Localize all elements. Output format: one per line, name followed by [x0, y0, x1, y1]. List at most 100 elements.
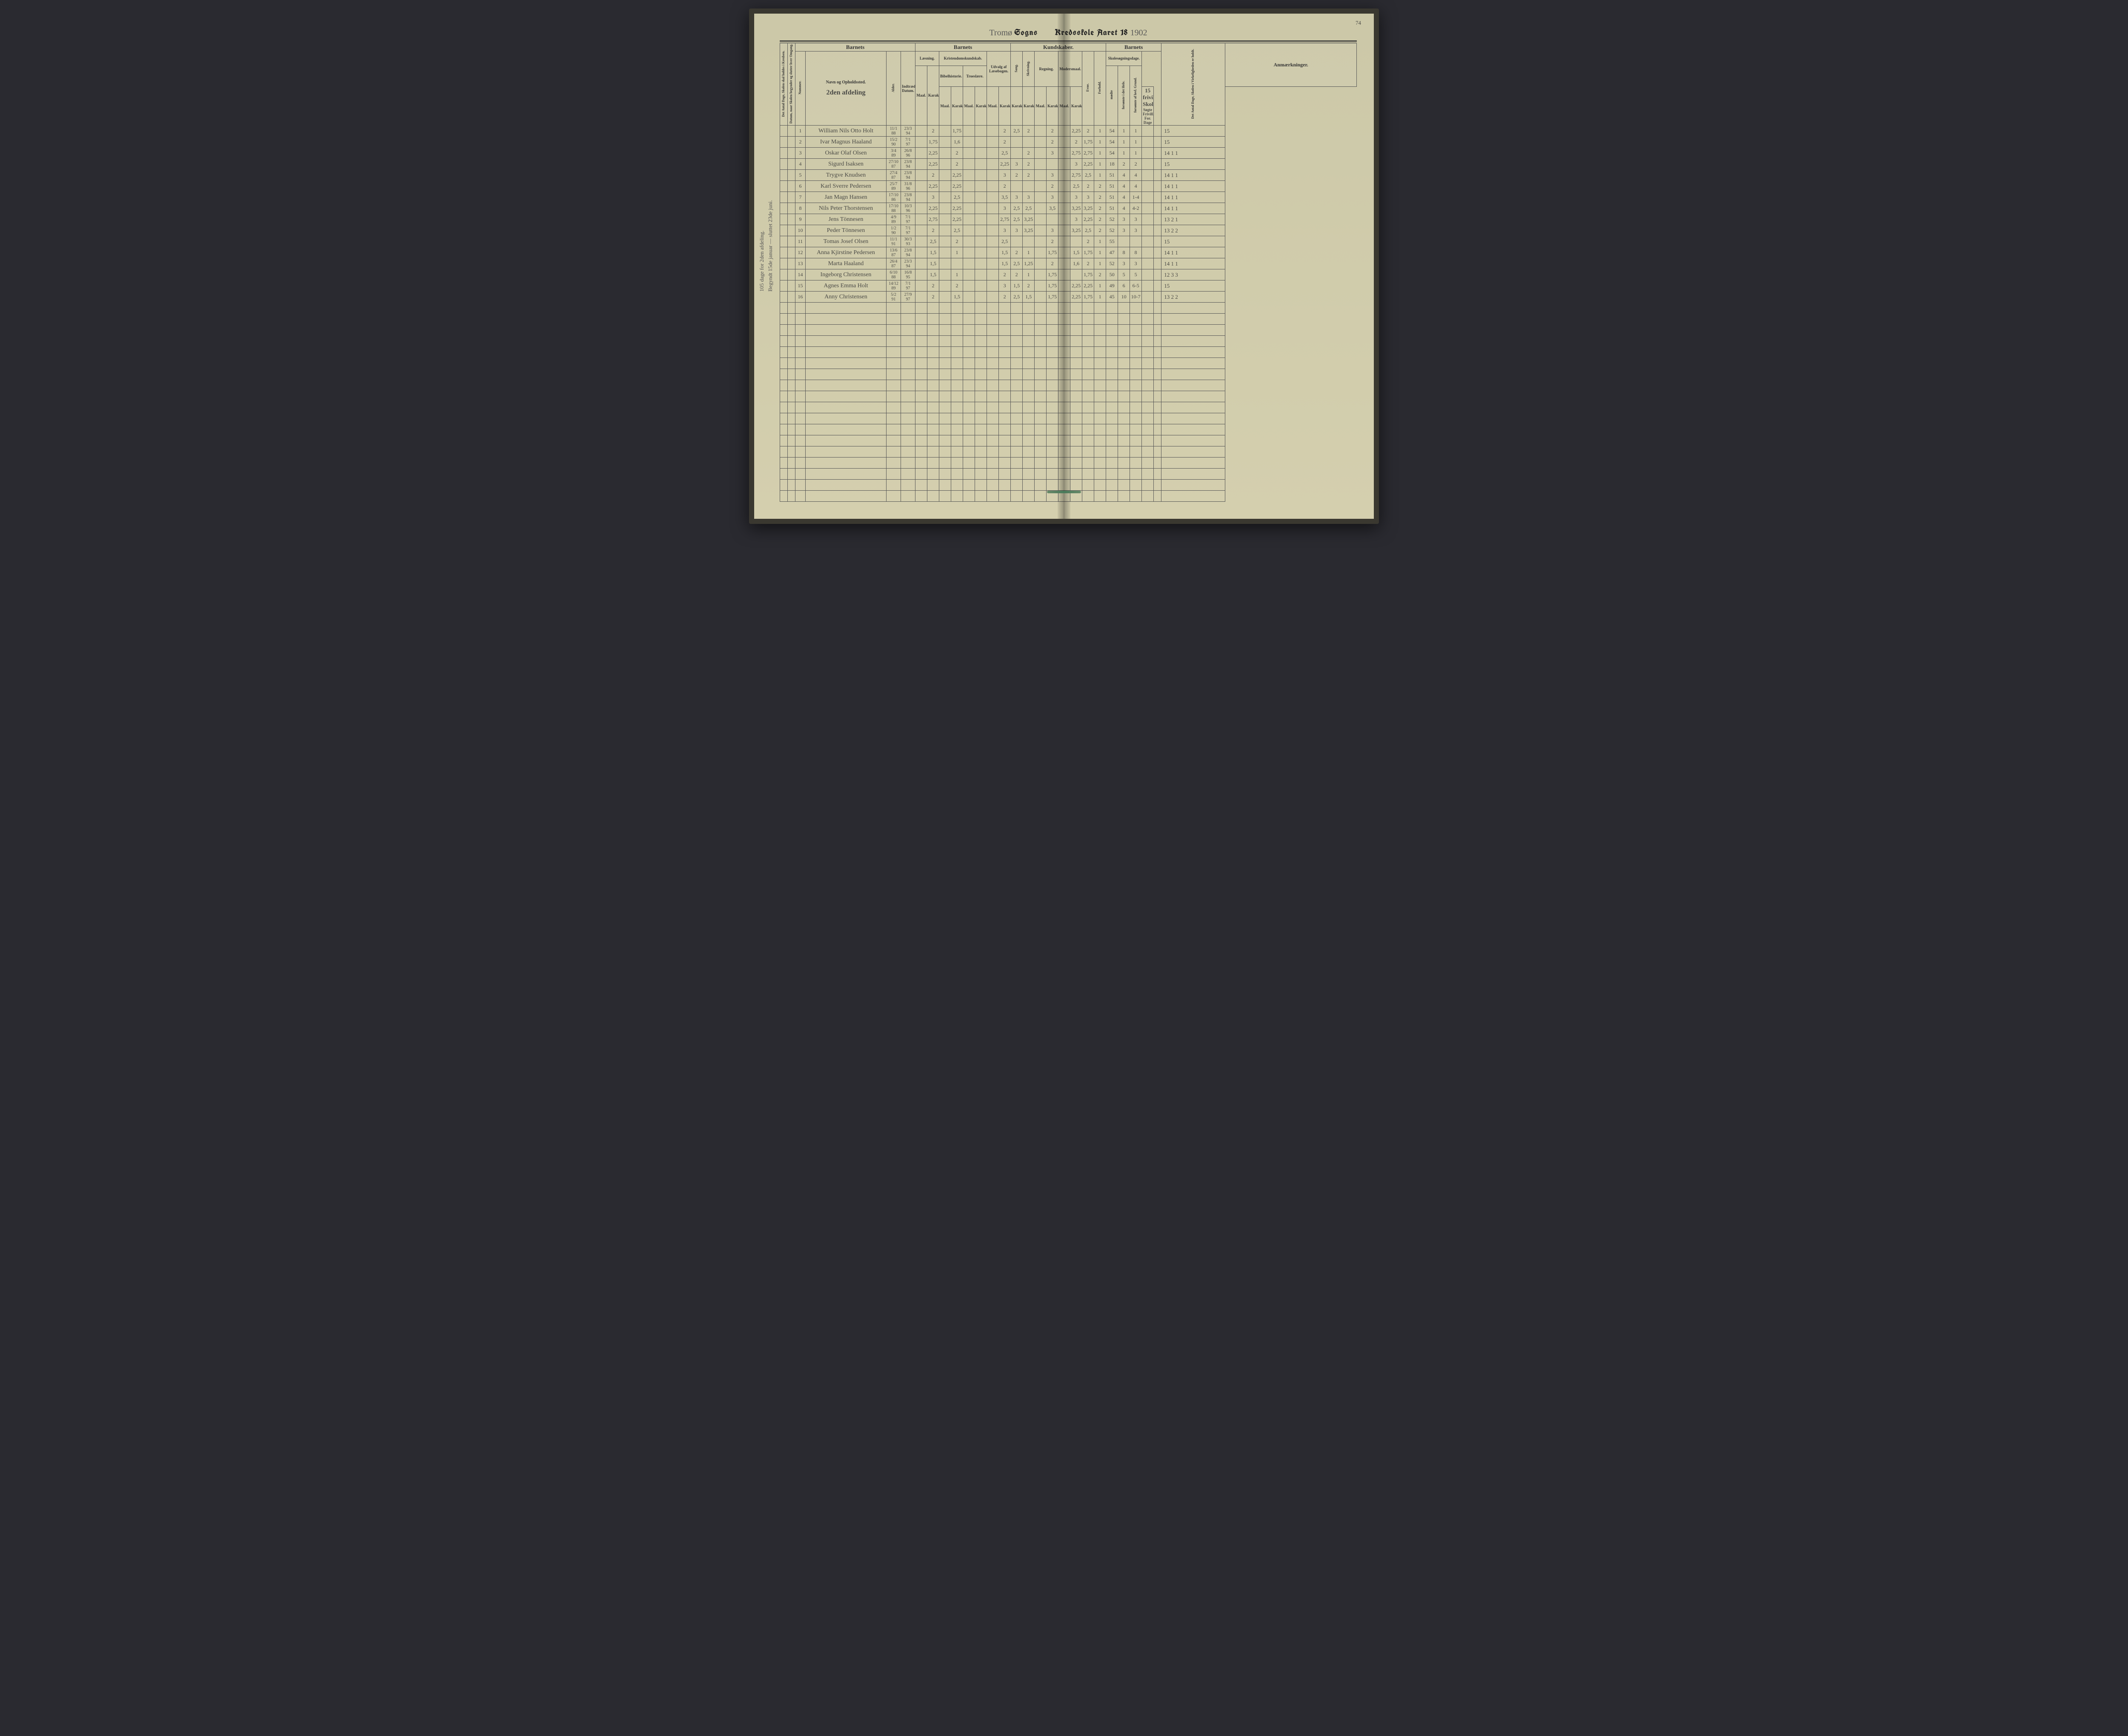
- empty-cell: [1094, 325, 1106, 336]
- grade-cell: 45: [1106, 292, 1118, 303]
- remarks-cell: 14 1 1: [1161, 203, 1225, 214]
- empty-cell: [1058, 314, 1070, 325]
- empty-cell: [1130, 413, 1142, 424]
- empty-cell: [915, 413, 927, 424]
- grade-cell: [975, 269, 987, 280]
- grade-cell: [939, 214, 951, 225]
- grade-cell: 1,5: [1070, 247, 1082, 258]
- grade-cell: [915, 214, 927, 225]
- empty-cell: [939, 391, 951, 402]
- grade-cell: [1142, 159, 1154, 170]
- grade-cell: 2,25: [927, 181, 939, 192]
- grade-cell: [1058, 247, 1070, 258]
- empty-cell: [901, 369, 915, 380]
- empty-cell: [1058, 480, 1070, 491]
- grade-cell: [1058, 269, 1070, 280]
- empty-cell: [1082, 369, 1094, 380]
- empty-cell: [1035, 380, 1047, 391]
- remarks-cell: 14 1 1: [1161, 181, 1225, 192]
- grade-cell: [1154, 214, 1161, 225]
- empty-cell: [1142, 435, 1154, 446]
- age-cell: 27/1087: [887, 159, 901, 170]
- remarks-cell: 15: [1161, 159, 1225, 170]
- grade-cell: [1035, 280, 1047, 292]
- empty-cell: [1142, 446, 1154, 458]
- empty-cell: [987, 424, 999, 435]
- grade-cell: [780, 203, 788, 214]
- empty-cell: [1035, 358, 1047, 369]
- empty-cell: [1058, 336, 1070, 347]
- col-antal-dage: Det Antal Dage, Skolen skal holdes i Kre…: [780, 43, 788, 126]
- grade-cell: [939, 258, 951, 269]
- grade-cell: [939, 292, 951, 303]
- empty-cell: [975, 491, 987, 502]
- title-sogns: Sogns: [1014, 26, 1038, 38]
- grade-cell: [1058, 292, 1070, 303]
- empty-cell: [1154, 336, 1161, 347]
- grade-cell: [1154, 225, 1161, 236]
- grade-cell: [975, 236, 987, 247]
- empty-cell: [887, 480, 901, 491]
- empty-cell: [788, 391, 795, 402]
- empty-cell: [887, 303, 901, 314]
- empty-cell: [795, 413, 806, 424]
- entry-date-cell: 7/197: [901, 137, 915, 148]
- grade-cell: [1035, 292, 1047, 303]
- grade-cell: [1142, 225, 1154, 236]
- empty-cell: [1058, 347, 1070, 358]
- grade-cell: 5: [1118, 269, 1130, 280]
- table-row-empty: [780, 325, 1357, 336]
- empty-cell: [1118, 424, 1130, 435]
- grade-cell: 3: [1011, 159, 1023, 170]
- empty-cell: [975, 391, 987, 402]
- grp-regning: Regning.: [1035, 51, 1058, 87]
- grade-cell: [1154, 236, 1161, 247]
- grade-cell: 3,25: [1023, 225, 1035, 236]
- grade-cell: 1: [951, 269, 963, 280]
- empty-cell: [927, 380, 939, 391]
- grade-cell: 2: [999, 126, 1011, 137]
- grade-cell: 1: [1118, 137, 1130, 148]
- empty-cell: [795, 347, 806, 358]
- grade-cell: [788, 225, 795, 236]
- empty-cell: [975, 358, 987, 369]
- empty-cell: [780, 347, 788, 358]
- empty-cell: [1023, 435, 1035, 446]
- grade-cell: [987, 137, 999, 148]
- empty-cell: [1094, 424, 1106, 435]
- grade-cell: 2,25: [999, 159, 1011, 170]
- grp-kristen: Kristendomskundskab.: [939, 51, 987, 66]
- empty-cell: [901, 303, 915, 314]
- grade-cell: [1035, 214, 1047, 225]
- empty-cell: [987, 303, 999, 314]
- grade-cell: 2: [927, 225, 939, 236]
- grade-cell: 1: [1130, 148, 1142, 159]
- empty-cell: [963, 391, 975, 402]
- grade-cell: 1: [951, 247, 963, 258]
- grade-cell: 2,5: [1011, 258, 1023, 269]
- grade-cell: [1142, 181, 1154, 192]
- grade-cell: [1142, 170, 1154, 181]
- grade-cell: [939, 236, 951, 247]
- empty-cell: [887, 402, 901, 413]
- empty-cell: [1130, 380, 1142, 391]
- empty-cell: [780, 391, 788, 402]
- table-row: 14Ingeborg Christensen6/108816/8951,5122…: [780, 269, 1357, 280]
- grade-cell: 1,5: [927, 258, 939, 269]
- empty-cell: [951, 358, 963, 369]
- empty-cell: [806, 402, 887, 413]
- grade-cell: [1023, 181, 1035, 192]
- row-number: 14: [795, 269, 806, 280]
- grade-cell: 3: [1070, 159, 1082, 170]
- grade-cell: 2: [1082, 236, 1094, 247]
- empty-cell: [939, 369, 951, 380]
- binding-thread: [1047, 491, 1081, 493]
- empty-cell: [1154, 435, 1161, 446]
- grade-cell: 2: [1023, 126, 1035, 137]
- empty-cell: [1154, 314, 1161, 325]
- grade-cell: [1070, 236, 1082, 247]
- empty-cell: [999, 480, 1011, 491]
- row-number: 7: [795, 192, 806, 203]
- grade-cell: [1154, 247, 1161, 258]
- grade-cell: [975, 280, 987, 292]
